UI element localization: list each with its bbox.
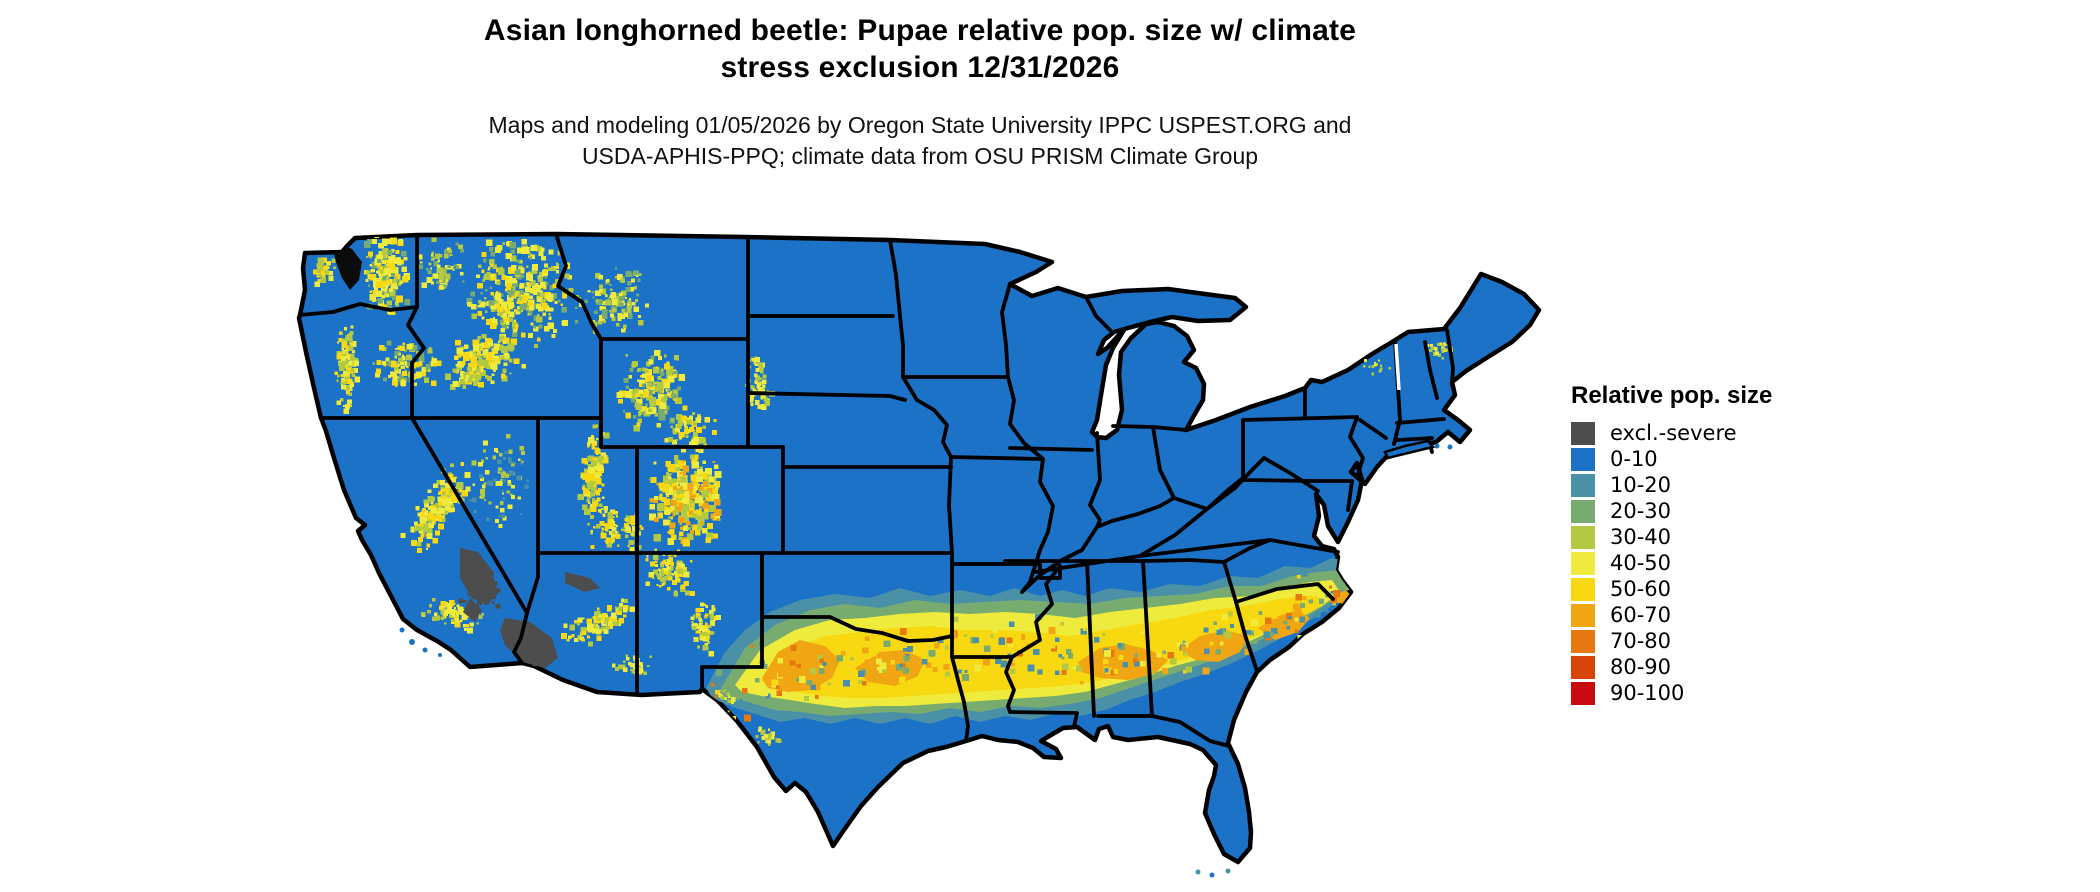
legend-label: 70-80 [1610,629,1672,653]
title-line-2: stress exclusion 12/31/2026 [720,51,1120,84]
legend-item: 90-100 [1571,682,1772,705]
legend-swatch [1571,578,1595,601]
legend-title: Relative pop. size [1571,382,1773,409]
legend-item: 0-10 [1571,448,1772,471]
legend-label: 90-100 [1610,681,1685,705]
mountain-speckles [312,234,1454,747]
legend-item: 80-90 [1571,656,1772,679]
legend: Relative pop. size excl.-severe 0-10 10-20… [1571,382,1772,708]
desert-exclusion-patches [460,548,600,668]
channel-islands [399,627,442,657]
long-island [1383,439,1436,460]
puget-sound [333,243,362,290]
legend-item: excl.-severe [1571,422,1772,445]
us-mainland [296,231,1542,865]
legend-label: 80-90 [1610,655,1672,679]
legend-label: 20-30 [1610,499,1672,523]
legend-label: excl.-severe [1610,421,1737,445]
state-borders [298,232,1455,748]
legend-label: 40-50 [1610,551,1672,575]
legend-item: 40-50 [1571,552,1772,575]
legend-label: 50-60 [1610,577,1672,601]
legend-swatch [1571,682,1595,705]
legend-item: 50-60 [1571,578,1772,601]
legend-label: 0-10 [1610,447,1658,471]
legend-item: 10-20 [1571,474,1772,497]
legend-swatch [1571,656,1595,679]
title-line-1: Asian longhorned beetle: Pupae relative … [483,14,1357,47]
legend-item: 60-70 [1571,604,1772,627]
legend-swatch [1571,474,1595,497]
massachusetts-islands [1434,443,1453,450]
legend-label: 10-20 [1610,473,1672,497]
legend-swatch [1571,526,1595,549]
legend-swatch [1571,422,1595,445]
legend-swatch [1571,448,1595,471]
page-title: Asian longhorned beetle: Pupae relative … [0,12,1840,86]
legend-swatch [1571,552,1595,575]
page-subtitle: Maps and modeling 01/05/2026 by Oregon S… [0,110,1840,172]
legend-swatch [1571,604,1595,627]
legend-item: 30-40 [1571,526,1772,549]
legend-items: excl.-severe 0-10 10-20 20-30 30-40 40-50 50-6… [1571,422,1772,705]
legend-swatch [1571,630,1595,653]
subtitle-line-1: Maps and modeling 01/05/2026 by Oregon S… [488,112,1352,138]
florida-keys [1195,868,1231,878]
southern-risk-band [694,558,1372,724]
legend-item: 20-30 [1571,500,1772,523]
subtitle-line-2: USDA-APHIS-PPQ; climate data from OSU PR… [581,143,1259,169]
legend-label: 60-70 [1610,603,1672,627]
legend-item: 70-80 [1571,630,1772,653]
legend-label: 30-40 [1610,525,1672,549]
legend-swatch [1571,500,1595,523]
lake-champlain [1394,343,1401,391]
